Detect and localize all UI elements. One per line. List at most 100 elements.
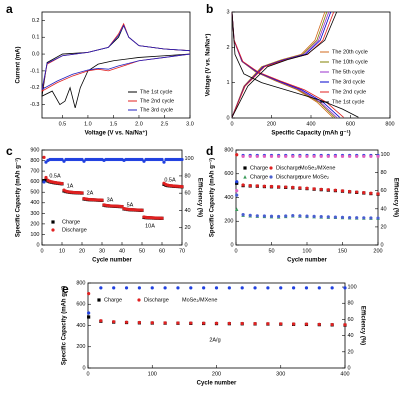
y-tick-label: 3 (226, 9, 229, 15)
y-axis-label: Current (mA) (16, 46, 22, 83)
marker (42, 180, 46, 184)
marker (262, 154, 266, 158)
panel-label: e (62, 282, 69, 296)
marker (340, 215, 345, 219)
x-tick-label: 10 (59, 248, 65, 254)
y-tick-label: 300 (30, 211, 39, 217)
y2-tick-label: 40 (185, 208, 191, 214)
marker (340, 154, 345, 158)
marker (99, 286, 103, 290)
marker (376, 192, 380, 196)
marker (298, 154, 302, 158)
legend-title: MoSe₂/MXene (300, 165, 335, 171)
marker (235, 193, 239, 197)
marker (369, 191, 373, 195)
x-tick-label: 3.0 (186, 121, 194, 127)
marker (137, 320, 141, 325)
marker (124, 320, 129, 324)
y2-tick-label: 20 (185, 225, 191, 231)
marker (269, 214, 274, 218)
marker (163, 321, 167, 325)
y-tick-label: 500 (30, 190, 39, 196)
y2-tick-label: 100 (348, 285, 357, 291)
marker (305, 186, 309, 190)
x-tick-label: 200 (373, 248, 382, 254)
x-axis-label: Cycle number (287, 258, 327, 264)
marker (355, 154, 359, 158)
annotation: 5A (127, 202, 134, 208)
x-tick-label: 50 (139, 248, 145, 254)
legend-swatch (269, 175, 273, 179)
y2-tick-label: 80 (185, 173, 191, 179)
y-axis-label: Specific Capacity (mAh g⁻¹) (61, 286, 68, 365)
x-tick-label: 1.5 (110, 121, 118, 127)
marker (248, 154, 252, 158)
x-tick-label: 100 (302, 248, 311, 254)
marker (44, 175, 48, 180)
marker (150, 321, 154, 325)
marker (112, 320, 116, 324)
marker (312, 214, 316, 218)
marker (369, 216, 373, 220)
marker (348, 189, 352, 194)
marker (120, 204, 124, 209)
plot-frame (41, 11, 191, 119)
marker (312, 154, 316, 158)
y2-tick-label: 0 (348, 365, 351, 371)
marker (214, 321, 219, 325)
marker (333, 154, 337, 158)
marker (298, 186, 302, 190)
y-tick-label: 600 (76, 302, 85, 308)
marker (140, 208, 144, 212)
marker (255, 154, 259, 158)
marker (42, 155, 46, 159)
x-tick-label: 0 (40, 248, 43, 254)
x-tick-label: 60 (159, 248, 165, 254)
marker (235, 153, 239, 157)
y2-tick-label: 40 (381, 206, 387, 212)
marker (262, 184, 266, 188)
marker (87, 311, 91, 315)
series-line (231, 11, 359, 118)
y-tick-label: 700 (30, 169, 39, 175)
x-tick-label: 70 (179, 248, 185, 254)
legend-label: Discharge (144, 297, 169, 303)
y2-tick-label: 20 (381, 224, 387, 230)
legend-label: The 2nd cycle (332, 89, 366, 95)
marker (355, 190, 359, 194)
marker (292, 322, 296, 326)
marker (292, 286, 296, 290)
x-tick-label: 30 (99, 248, 105, 254)
legend-label: The 20th cycle (332, 49, 368, 55)
marker (326, 154, 330, 158)
x-tick-label: 2.0 (135, 121, 143, 127)
legend-swatch (269, 166, 273, 170)
y-tick-label: 800 (76, 280, 85, 286)
annotation: 2A (87, 190, 94, 196)
y-tick-label: 0 (230, 242, 233, 248)
marker (160, 216, 164, 220)
marker (227, 321, 231, 325)
legend-label: The 2nd cycle (140, 98, 174, 104)
legend-label: Charge (104, 297, 122, 303)
marker (255, 184, 259, 188)
annotation: 1A (67, 183, 74, 189)
marker (235, 189, 239, 193)
marker (343, 286, 347, 290)
legend-label: The 10th cycle (332, 59, 368, 65)
y-tick-label: 600 (30, 179, 39, 185)
y-tick-label: 0.1 (32, 35, 40, 41)
y-tick-label: -0.2 (30, 85, 39, 91)
marker (80, 191, 84, 195)
x-tick-label: 150 (338, 248, 347, 254)
y2-tick-label: 0 (185, 242, 188, 248)
marker (253, 286, 257, 290)
y-axis-label: Specific Capacity (mAh g⁻¹) (209, 158, 216, 237)
legend-swatch (243, 175, 247, 179)
y-tick-label: 0 (82, 365, 85, 371)
panel-label: c (6, 144, 13, 158)
marker (44, 178, 48, 182)
x-tick-label: 400 (306, 121, 315, 127)
marker (284, 154, 288, 158)
